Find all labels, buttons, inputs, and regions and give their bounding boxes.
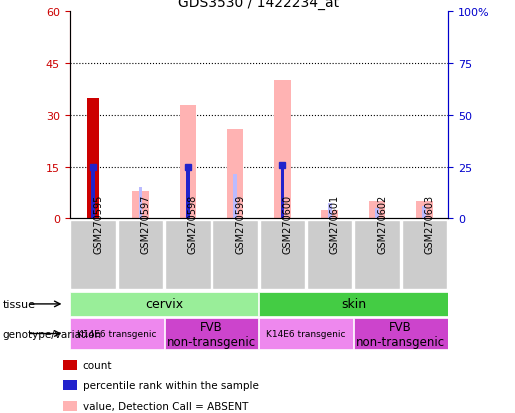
Bar <box>227 129 244 219</box>
Bar <box>63 401 77 411</box>
Text: count: count <box>82 360 112 370</box>
Text: GSM270603: GSM270603 <box>424 195 434 254</box>
Bar <box>259 318 353 349</box>
Bar <box>375 209 379 219</box>
Bar <box>281 166 284 219</box>
Bar <box>118 221 163 290</box>
Text: FVB
non-transgenic: FVB non-transgenic <box>356 320 445 348</box>
Bar <box>71 221 116 290</box>
Bar <box>139 188 142 219</box>
Bar <box>165 318 259 349</box>
Bar <box>422 207 426 219</box>
Text: K14E6 transgenic: K14E6 transgenic <box>77 329 157 338</box>
Text: K14E6 transgenic: K14E6 transgenic <box>266 329 346 338</box>
Text: GSM270601: GSM270601 <box>330 195 340 254</box>
Text: GSM270600: GSM270600 <box>282 195 293 254</box>
Bar <box>212 221 258 290</box>
Bar <box>354 221 400 290</box>
Bar <box>281 166 284 219</box>
Text: tissue: tissue <box>3 299 36 309</box>
Bar <box>259 292 448 316</box>
Bar <box>186 167 190 219</box>
Text: GSM270598: GSM270598 <box>188 195 198 254</box>
Bar <box>369 202 385 219</box>
Bar <box>132 191 149 219</box>
Bar <box>180 105 196 219</box>
Title: GDS3530 / 1422234_at: GDS3530 / 1422234_at <box>178 0 339 10</box>
Bar <box>307 221 352 290</box>
Bar <box>260 221 305 290</box>
Text: GSM270595: GSM270595 <box>93 195 103 254</box>
Bar <box>63 380 77 390</box>
Text: percentile rank within the sample: percentile rank within the sample <box>82 380 259 390</box>
Text: GSM270602: GSM270602 <box>377 195 387 254</box>
Bar <box>63 360 77 370</box>
Bar <box>70 318 164 349</box>
Text: value, Detection Call = ABSENT: value, Detection Call = ABSENT <box>82 401 248 411</box>
Bar <box>328 204 332 219</box>
Bar <box>402 221 447 290</box>
Bar <box>274 81 291 219</box>
Text: genotype/variation: genotype/variation <box>3 329 101 339</box>
Bar <box>233 174 237 219</box>
Bar <box>416 202 433 219</box>
Text: GSM270597: GSM270597 <box>141 195 150 254</box>
Bar <box>321 210 338 219</box>
Text: cervix: cervix <box>145 298 183 311</box>
Text: skin: skin <box>341 298 366 311</box>
Text: GSM270599: GSM270599 <box>235 195 245 254</box>
Bar <box>87 98 99 219</box>
Bar <box>186 167 190 219</box>
Bar <box>91 167 95 219</box>
Text: FVB
non-transgenic: FVB non-transgenic <box>167 320 256 348</box>
Bar <box>70 292 259 316</box>
Bar <box>354 318 448 349</box>
Bar <box>165 221 211 290</box>
